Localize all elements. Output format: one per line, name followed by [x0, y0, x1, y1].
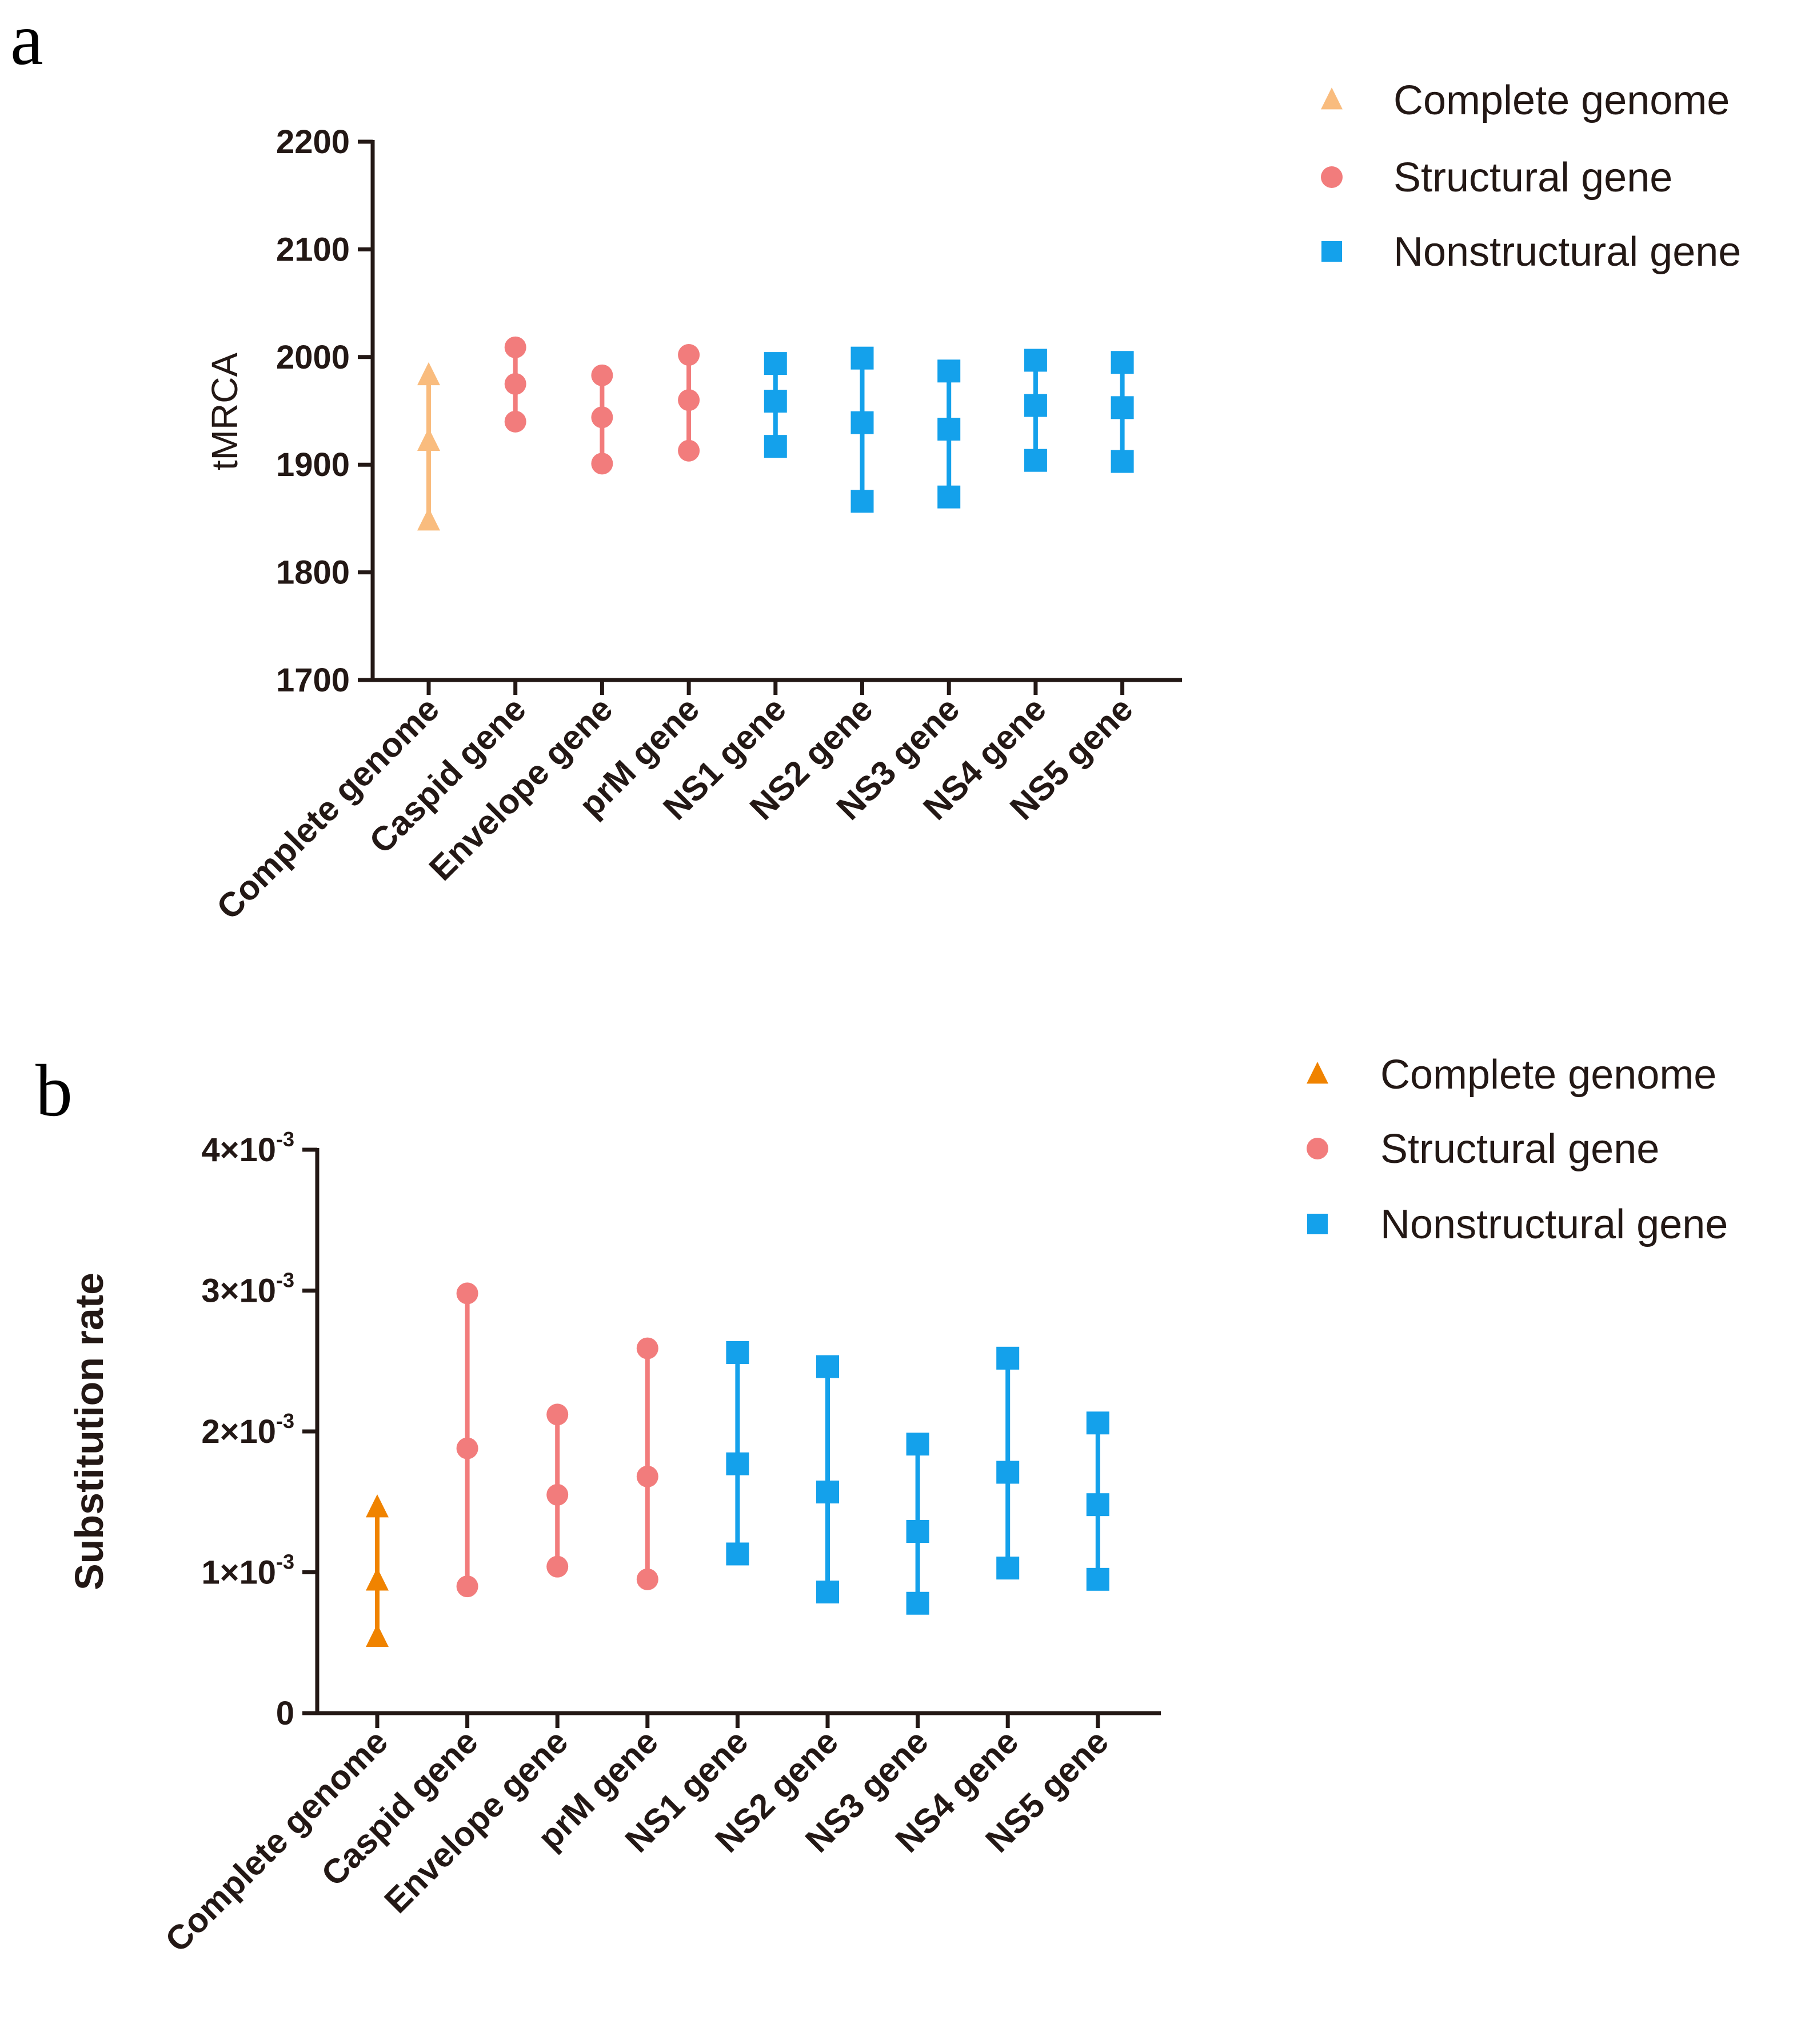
- ns1-gene-upper-point: [726, 1341, 749, 1364]
- y-tick-label: 2100: [276, 231, 350, 268]
- y-tick-label: 1800: [276, 554, 350, 591]
- envelope-gene-lower-point: [591, 453, 613, 475]
- caspid-gene-upper-point: [456, 1282, 478, 1305]
- ns2-gene-mean-point: [850, 411, 874, 434]
- ns1-gene-upper-point: [764, 352, 787, 375]
- complete-genome-mean-point: [366, 1567, 389, 1591]
- legend-marker-structural-gene: [1321, 166, 1343, 188]
- panel-a: a 1700 1800 1900 2000 2100 2200 tMRCA Complete …: [10, 0, 1741, 927]
- complete-genome-upper-point: [417, 362, 440, 386]
- legend-marker-structural-gene: [1307, 1138, 1328, 1159]
- ns1-gene-mean-point: [726, 1452, 749, 1475]
- prm-gene-lower-point: [678, 439, 700, 462]
- y-tick-label: 4×10-3: [201, 1127, 294, 1169]
- ns5-gene-mean-point: [1086, 1493, 1109, 1517]
- envelope-gene-mean-point: [546, 1483, 569, 1506]
- y-tick-label: 0: [276, 1695, 294, 1732]
- ns3-gene-lower-point: [906, 1591, 929, 1615]
- ns4-gene-upper-point: [996, 1346, 1020, 1370]
- envelope-gene-upper-point: [591, 364, 613, 386]
- complete-genome-upper-point: [366, 1494, 389, 1518]
- ns3-gene-mean-point: [937, 418, 961, 441]
- y-tick-label: 2×10-3: [201, 1409, 294, 1450]
- panel-label-a: a: [10, 0, 43, 81]
- ns3-gene-lower-point: [937, 485, 961, 509]
- prm-gene-mean-point: [636, 1465, 658, 1487]
- y-tick-label: 1700: [276, 662, 350, 699]
- ns1-gene-mean-point: [764, 390, 787, 413]
- y-tick-label: 1×10-3: [201, 1550, 294, 1591]
- ns2-gene-upper-point: [850, 346, 874, 370]
- caspid-gene-mean-point: [504, 373, 526, 395]
- ns2-gene-upper-point: [816, 1355, 839, 1378]
- ns3-gene-mean-point: [906, 1520, 929, 1543]
- ns1-gene-lower-point: [726, 1542, 749, 1566]
- ns5-gene-lower-point: [1111, 450, 1134, 473]
- ns2-gene-lower-point: [850, 490, 874, 513]
- complete-genome-mean-point: [417, 427, 440, 451]
- ns4-gene-mean-point: [1024, 394, 1047, 417]
- ns5-gene-lower-point: [1086, 1567, 1109, 1591]
- prm-gene-upper-point: [678, 344, 700, 366]
- y-tick-label: 3×10-3: [201, 1269, 294, 1310]
- legend-marker-complete-genome: [1321, 87, 1343, 110]
- legend-label-nonstructural-gene: Nonstructural gene: [1380, 1202, 1728, 1247]
- legend-marker-nonstructural-gene: [1307, 1214, 1328, 1234]
- y-axis-title: tMRCA: [204, 353, 245, 471]
- y-tick-label: 2000: [276, 339, 350, 376]
- ns2-gene-lower-point: [816, 1581, 839, 1604]
- ns3-gene-upper-point: [937, 359, 961, 383]
- legend-label-complete-genome: Complete genome: [1393, 78, 1730, 123]
- ns4-gene-mean-point: [996, 1461, 1020, 1484]
- panel-label-b: b: [35, 1050, 73, 1132]
- x-tick-label-caspid-gene: Caspid gene: [314, 1722, 485, 1894]
- caspid-gene-lower-point: [504, 410, 526, 433]
- y-tick-label: 2200: [276, 123, 350, 161]
- ns5-gene-upper-point: [1086, 1411, 1109, 1435]
- complete-genome-lower-point: [417, 507, 440, 531]
- legend-marker-complete-genome: [1307, 1062, 1328, 1084]
- legend-label-complete-genome: Complete genome: [1380, 1052, 1716, 1098]
- legend-label-nonstructural-gene: Nonstructural gene: [1393, 229, 1741, 275]
- caspid-gene-upper-point: [504, 336, 526, 358]
- complete-genome-lower-point: [366, 1623, 389, 1647]
- panel-b: b 0 1×10-3 2×10-3 3×10-3 4×10-3 Substitution …: [35, 1050, 1728, 1959]
- legend-marker-nonstructural-gene: [1321, 241, 1342, 262]
- prm-gene-mean-point: [678, 389, 700, 411]
- ns1-gene-lower-point: [764, 435, 787, 458]
- legend-label-structural-gene: Structural gene: [1380, 1126, 1659, 1172]
- envelope-gene-lower-point: [546, 1555, 569, 1578]
- envelope-gene-mean-point: [591, 406, 613, 429]
- y-axis-title: Substitution rate: [67, 1273, 111, 1590]
- y-tick-label: 1900: [276, 446, 350, 483]
- ns2-gene-mean-point: [816, 1480, 839, 1503]
- ns4-gene-lower-point: [1024, 449, 1047, 472]
- prm-gene-upper-point: [636, 1337, 658, 1359]
- ns5-gene-upper-point: [1111, 351, 1134, 374]
- ns4-gene-lower-point: [996, 1557, 1020, 1580]
- legend-label-structural-gene: Structural gene: [1393, 155, 1672, 201]
- ns5-gene-mean-point: [1111, 396, 1134, 419]
- prm-gene-lower-point: [636, 1568, 658, 1590]
- envelope-gene-upper-point: [546, 1403, 569, 1426]
- ns4-gene-upper-point: [1024, 349, 1047, 372]
- caspid-gene-mean-point: [456, 1437, 478, 1459]
- ns3-gene-upper-point: [906, 1433, 929, 1456]
- caspid-gene-lower-point: [456, 1575, 478, 1598]
